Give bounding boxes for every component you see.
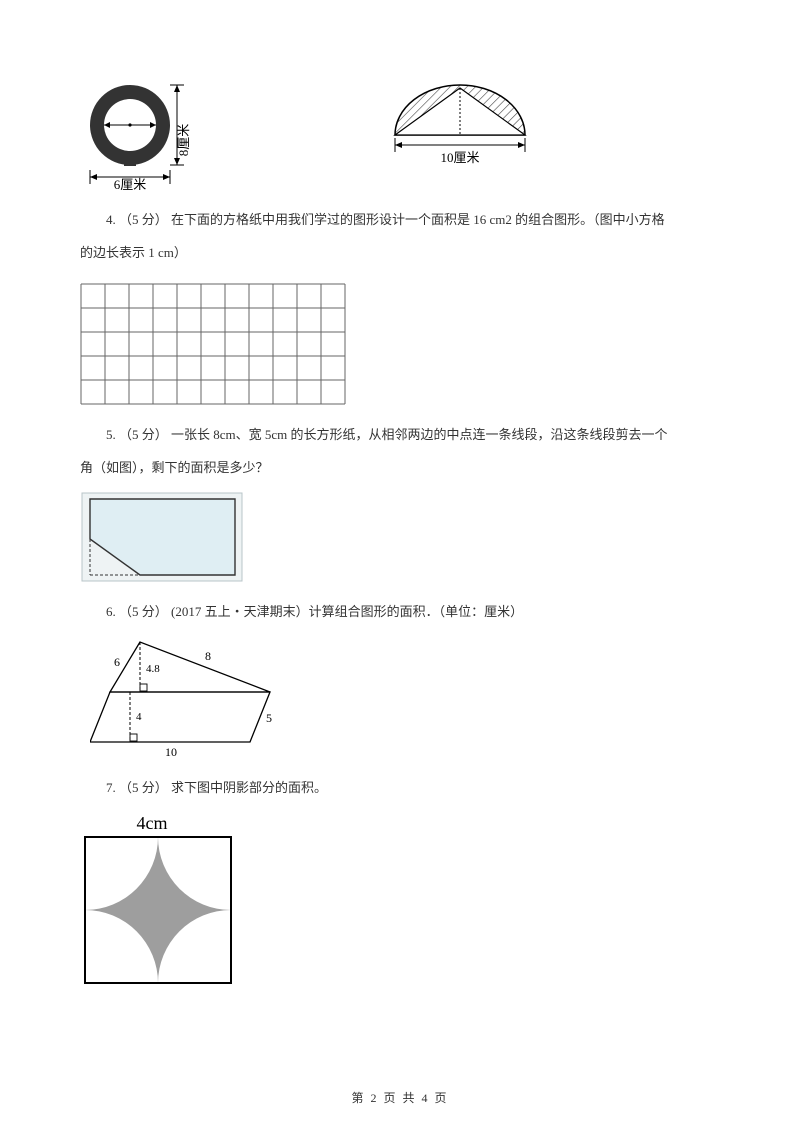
figure-ring: 8厘米 6厘米 <box>80 80 200 190</box>
q6-lbl-4: 4 <box>136 711 142 723</box>
q5-figure <box>80 491 245 586</box>
q5-line2: 角（如图），剩下的面积是多少？ <box>80 456 720 481</box>
q6-prefix: 6. （5 分） <box>106 604 171 619</box>
q4-grid-figure <box>80 283 346 405</box>
q7-text: 7. （5 分） 求下图中阴影部分的面积。 <box>80 776 720 801</box>
q6-text: 6. （5 分） (2017 五上・天津期末）计算组合图形的面积．（单位：厘米） <box>80 600 720 625</box>
q6-figure: 6 8 4.8 4 5 10 <box>90 632 310 762</box>
q6-lbl-8: 8 <box>205 649 211 663</box>
q6-lbl-5: 5 <box>266 711 272 725</box>
q5-line1: 一张长 8cm、宽 5cm 的长方形纸，从相邻两边的中点连一条线段，沿这条线段剪… <box>171 427 668 442</box>
q5-text: 5. （5 分） 一张长 8cm、宽 5cm 的长方形纸，从相邻两边的中点连一条… <box>80 423 720 448</box>
q6-lbl-6: 6 <box>114 655 120 669</box>
page-footer: 第 2 页 共 4 页 <box>0 1087 800 1110</box>
ring-outer-label: 8厘米 <box>176 124 191 157</box>
q7-figure: 4cm <box>80 809 240 989</box>
q4-line1: 在下面的方格纸中用我们学过的图形设计一个面积是 16 cm2 的组合图形。（图中… <box>171 212 665 227</box>
q7-prefix: 7. （5 分） <box>106 780 171 795</box>
q7-body: 求下图中阴影部分的面积。 <box>171 780 327 795</box>
semicircle-width-label: 10厘米 <box>440 150 479 165</box>
q6-lbl-10: 10 <box>165 745 177 759</box>
q4-prefix: 4. （5 分） <box>106 212 171 227</box>
q5-prefix: 5. （5 分） <box>106 427 171 442</box>
q4-line2: 的边长表示 1 cm） <box>80 241 720 266</box>
q6-lbl-48: 4.8 <box>146 663 160 675</box>
top-figures-row: 8厘米 6厘米 10厘米 <box>80 80 720 190</box>
q7-label: 4cm <box>137 813 168 833</box>
q4-text: 4. （5 分） 在下面的方格纸中用我们学过的图形设计一个面积是 16 cm2 … <box>80 208 720 233</box>
figure-semicircle: 10厘米 <box>380 80 550 170</box>
q6-body: (2017 五上・天津期末）计算组合图形的面积．（单位：厘米） <box>171 604 523 619</box>
ring-inner-label: 6厘米 <box>114 177 147 190</box>
